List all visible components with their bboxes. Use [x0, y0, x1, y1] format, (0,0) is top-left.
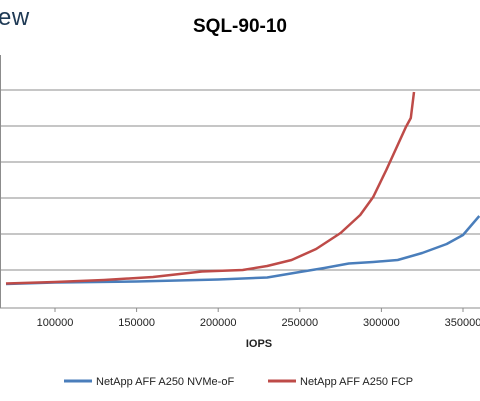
legend: NetApp AFF A250 NVMe-oF NetApp AFF A250 F… — [64, 376, 413, 388]
series-line-nvme-of — [5, 215, 480, 286]
chart-title: SQL-90-10 — [193, 16, 287, 37]
axes — [0, 55, 480, 312]
x-tick-labels: 100000 150000 200000 250000 300000 350000 — [37, 317, 480, 329]
gridlines — [0, 89, 480, 271]
legend-label-nvme-of: NetApp AFF A250 NVMe-oF — [96, 376, 234, 388]
x-tick-label: 350000 — [445, 317, 480, 329]
x-tick-label: 150000 — [118, 317, 155, 329]
series-line-fcp — [5, 91, 416, 285]
x-tick-label: 250000 — [281, 317, 318, 329]
brand-logo-fragment: ew — [0, 4, 30, 31]
series-lines — [5, 91, 480, 286]
x-tick-label: 200000 — [200, 317, 237, 329]
legend-label-fcp: NetApp AFF A250 FCP — [300, 376, 413, 388]
x-tick-label: 100000 — [37, 317, 74, 329]
x-tick-label: 300000 — [363, 317, 400, 329]
x-axis-label: IOPS — [246, 338, 272, 350]
